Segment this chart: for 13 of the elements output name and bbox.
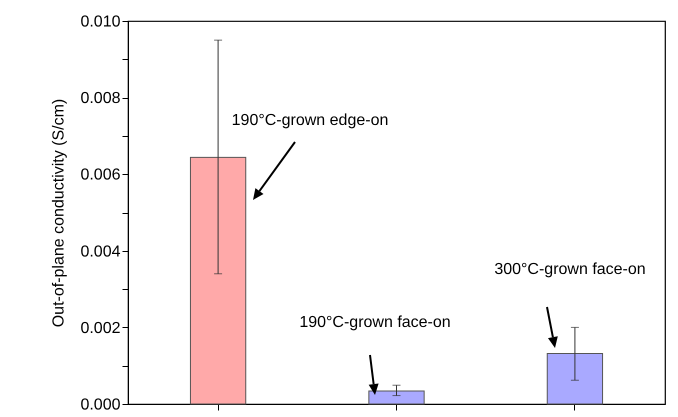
bar (368, 390, 425, 404)
annotation: 300°C-grown face-on (494, 261, 646, 278)
bar (190, 156, 246, 404)
y-tick-label: 0.006 (80, 166, 121, 184)
annotation: 190°C-grown edge-on (232, 112, 388, 129)
y-tick-label: 0.000 (80, 396, 121, 414)
y-axis-title: Out-of-plane conductivity (S/cm) (50, 98, 68, 328)
y-tick-label: 0.010 (80, 14, 121, 30)
bar (546, 352, 604, 404)
y-tick-label: 0.008 (80, 90, 121, 108)
y-tick-label: 0.002 (80, 320, 121, 337)
annotation: 190°C-grown face-on (299, 314, 451, 331)
y-tick-label: 0.004 (80, 243, 121, 260)
